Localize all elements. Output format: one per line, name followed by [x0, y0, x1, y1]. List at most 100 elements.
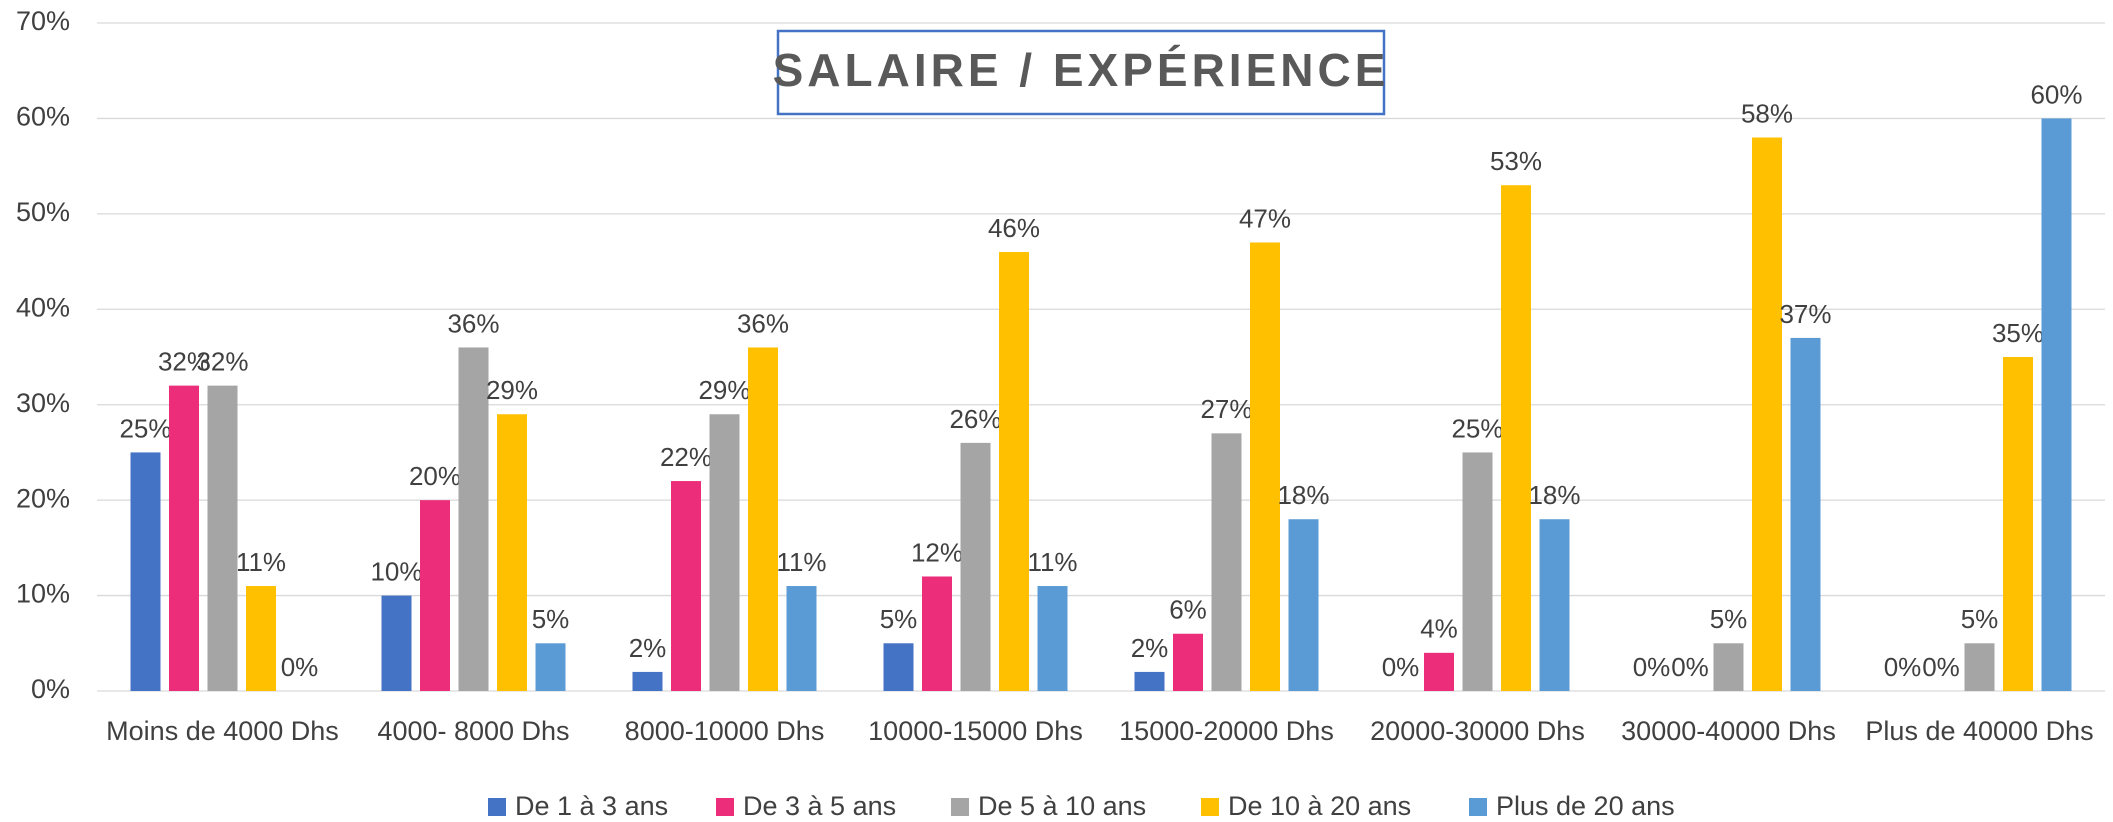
bar [1462, 452, 1493, 691]
data-label: 4% [1420, 614, 1458, 644]
data-label: 46% [988, 213, 1040, 243]
data-label: 0% [1884, 652, 1922, 682]
bar [1173, 633, 1203, 691]
data-label: 25% [1451, 413, 1503, 443]
bar [246, 586, 276, 691]
data-label: 0% [1382, 652, 1420, 682]
bar [632, 671, 663, 691]
y-tick-label: 40% [16, 292, 70, 322]
legend-label: De 3 à 5 ans [743, 791, 896, 821]
legend-label: De 5 à 10 ans [978, 791, 1146, 821]
x-tick-label: 30000-40000 Dhs [1621, 716, 1836, 746]
bar [381, 595, 412, 691]
bar [2041, 118, 2072, 691]
data-label: 32% [158, 347, 210, 377]
data-label: 5% [880, 604, 918, 634]
legend-label: De 1 à 3 ans [515, 791, 668, 821]
data-label: 60% [2030, 79, 2082, 109]
y-tick-label: 10% [16, 579, 70, 609]
legend-label: De 10 à 20 ans [1228, 791, 1411, 821]
bar [1790, 337, 1821, 691]
data-label: 26% [949, 404, 1001, 434]
bar [169, 385, 199, 691]
legend-swatch [1469, 798, 1487, 816]
data-label: 25% [119, 413, 171, 443]
data-label: 10% [370, 556, 422, 586]
y-tick-label: 20% [16, 483, 70, 513]
x-tick-label: 10000-15000 Dhs [868, 716, 1083, 746]
x-tick-label: 4000- 8000 Dhs [377, 716, 569, 746]
data-label: 0% [1922, 652, 1960, 682]
y-tick-label: 0% [31, 674, 70, 704]
bar [207, 385, 238, 691]
y-tick-label: 50% [16, 197, 70, 227]
bar [1424, 652, 1454, 691]
data-label: 32% [196, 347, 248, 377]
legend-swatch [488, 798, 506, 816]
bar [1211, 433, 1242, 691]
data-label: 53% [1490, 146, 1542, 176]
data-label: 18% [1528, 480, 1580, 510]
bar [748, 347, 778, 691]
data-label: 22% [660, 442, 712, 472]
data-label: 36% [447, 308, 499, 338]
bar [709, 414, 740, 691]
bar [2003, 357, 2033, 691]
bar [960, 442, 991, 691]
data-label: 37% [1779, 299, 1831, 329]
y-tick-label: 30% [16, 388, 70, 418]
bar [1752, 137, 1782, 691]
data-label: 2% [1131, 633, 1169, 663]
data-label: 29% [698, 375, 750, 405]
data-label: 6% [1169, 595, 1207, 625]
bar [999, 252, 1029, 691]
data-label: 2% [629, 633, 667, 663]
x-tick-label: Plus de 40000 Dhs [1865, 716, 2093, 746]
bar [1288, 519, 1319, 691]
legend-swatch [1201, 798, 1219, 816]
data-label: 27% [1200, 394, 1252, 424]
bar [1134, 671, 1165, 691]
data-label: 5% [532, 604, 570, 634]
data-label: 47% [1239, 203, 1291, 233]
bar [1964, 643, 1995, 691]
bar [458, 347, 489, 691]
data-label: 35% [1992, 318, 2044, 348]
data-label: 11% [776, 547, 826, 577]
bar [1501, 185, 1531, 691]
data-label: 5% [1710, 604, 1748, 634]
x-tick-label: Moins de 4000 Dhs [106, 716, 339, 746]
bar [786, 586, 817, 691]
data-label: 58% [1741, 98, 1793, 128]
legend-swatch [951, 798, 969, 816]
title-box [776, 29, 1386, 116]
data-label: 0% [1633, 652, 1671, 682]
bar [1539, 519, 1570, 691]
data-label: 5% [1961, 604, 1999, 634]
bar [1037, 586, 1068, 691]
bar [535, 643, 566, 691]
y-tick-label: 70% [16, 6, 70, 36]
bar [1713, 643, 1744, 691]
bar [130, 452, 161, 691]
data-label: 36% [737, 308, 789, 338]
bar [922, 576, 952, 691]
bar [497, 414, 527, 691]
data-label: 11% [236, 547, 286, 577]
chart-title: SALAIRE / EXPÉRIENCE [773, 44, 1390, 96]
data-label: 0% [1671, 652, 1709, 682]
legend-swatch [716, 798, 734, 816]
data-label: 11% [1027, 547, 1077, 577]
data-label: 12% [911, 537, 963, 567]
data-label: 29% [486, 375, 538, 405]
data-label: 0% [281, 652, 319, 682]
x-tick-label: 20000-30000 Dhs [1370, 716, 1585, 746]
bar [671, 481, 701, 691]
data-label: 20% [409, 461, 461, 491]
x-tick-label: 8000-10000 Dhs [625, 716, 825, 746]
legend-label: Plus de 20 ans [1496, 791, 1675, 821]
data-label: 18% [1277, 480, 1329, 510]
bar [883, 643, 914, 691]
y-tick-label: 60% [16, 102, 70, 132]
